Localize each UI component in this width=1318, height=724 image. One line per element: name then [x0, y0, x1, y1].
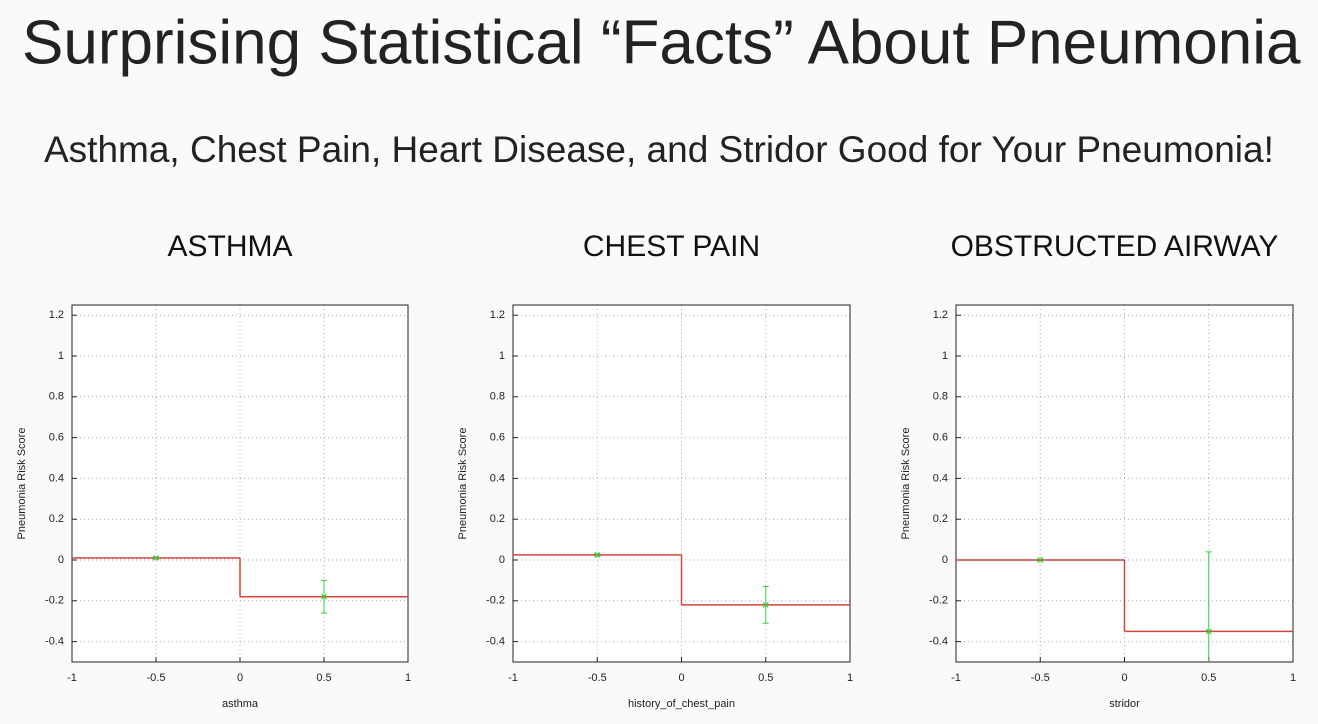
y-tick-label: -0.4: [45, 636, 64, 648]
y-tick-label: 0.2: [49, 513, 64, 525]
slide-subtitle: Asthma, Chest Pain, Heart Disease, and S…: [44, 129, 1274, 170]
x-tick-label: 0: [1121, 672, 1127, 684]
y-tick-label: 0: [499, 554, 505, 566]
y-axis-label: Pneumonia Risk Score: [900, 428, 912, 540]
x-tick-label: 0.5: [758, 672, 773, 684]
y-tick-label: 0.6: [49, 432, 64, 444]
y-axis-label: Pneumonia Risk Score: [457, 428, 469, 540]
x-tick-label: -1: [67, 672, 77, 684]
x-axis-label: stridor: [1109, 698, 1140, 710]
plot-frame: [512, 304, 851, 663]
y-tick-label: 0.8: [49, 391, 64, 403]
x-tick-label: 0.5: [1201, 672, 1216, 684]
series: [72, 555, 408, 614]
y-tick-label: 1.2: [49, 309, 64, 321]
chart-title: OBSTRUCTED AIRWAY: [951, 230, 1279, 263]
x-tick-label: 1: [1290, 672, 1296, 684]
y-tick-label: 1: [942, 350, 948, 362]
point: [1037, 557, 1044, 563]
x-tick-label: -1: [951, 672, 961, 684]
x-tick-label: 0: [237, 672, 243, 684]
y-tick-label: 0.4: [933, 472, 948, 484]
y-tick-label: 0.4: [49, 472, 64, 484]
y-tick-label: 1: [58, 350, 64, 362]
x-tick-label: 0.5: [316, 672, 331, 684]
slide-title: Surprising Statistical “Facts” About Pne…: [22, 8, 1301, 77]
x-tick-label: 0: [678, 672, 684, 684]
series: [956, 551, 1293, 662]
point: [1205, 628, 1212, 635]
y-tick-label: -0.2: [45, 595, 64, 607]
plot-frame: [71, 304, 409, 663]
y-tick-label: -0.2: [929, 595, 948, 607]
plot-area: [72, 305, 408, 662]
x-tick-label: 1: [847, 672, 853, 684]
y-tick-label: -0.2: [486, 595, 505, 607]
plot-frame: [955, 304, 1294, 663]
y-tick-label: 0.8: [933, 391, 948, 403]
x-axis-label: asthma: [222, 698, 259, 710]
series: [513, 551, 850, 624]
point: [594, 551, 601, 558]
x-tick-label: 1: [405, 672, 411, 684]
x-tick-label: -0.5: [1031, 672, 1050, 684]
x-tick-label: -1: [508, 672, 518, 684]
y-tick-label: 0.2: [933, 513, 948, 525]
y-tick-label: 0: [58, 554, 64, 566]
y-tick-label: 0: [942, 554, 948, 566]
y-tick-label: 0.6: [933, 432, 948, 444]
y-tick-label: 0.4: [490, 472, 505, 484]
point: [153, 555, 159, 561]
chart-title: CHEST PAIN: [583, 230, 760, 263]
y-tick-label: 0.2: [490, 513, 505, 525]
point: [321, 593, 327, 600]
x-tick-label: -0.5: [588, 672, 607, 684]
y-tick-label: 1: [499, 350, 505, 362]
y-tick-label: -0.4: [486, 636, 505, 648]
x-tick-label: -0.5: [147, 672, 166, 684]
y-tick-label: 1.2: [490, 309, 505, 321]
point: [762, 601, 769, 608]
y-tick-label: 0.6: [490, 432, 505, 444]
y-axis-label: Pneumonia Risk Score: [16, 428, 28, 540]
y-tick-label: 1.2: [933, 309, 948, 321]
chart-title: ASTHMA: [167, 230, 292, 263]
y-tick-label: -0.4: [929, 636, 948, 648]
y-tick-label: 0.8: [490, 391, 505, 403]
x-axis-label: history_of_chest_pain: [628, 698, 735, 710]
plot-area: [513, 305, 850, 662]
